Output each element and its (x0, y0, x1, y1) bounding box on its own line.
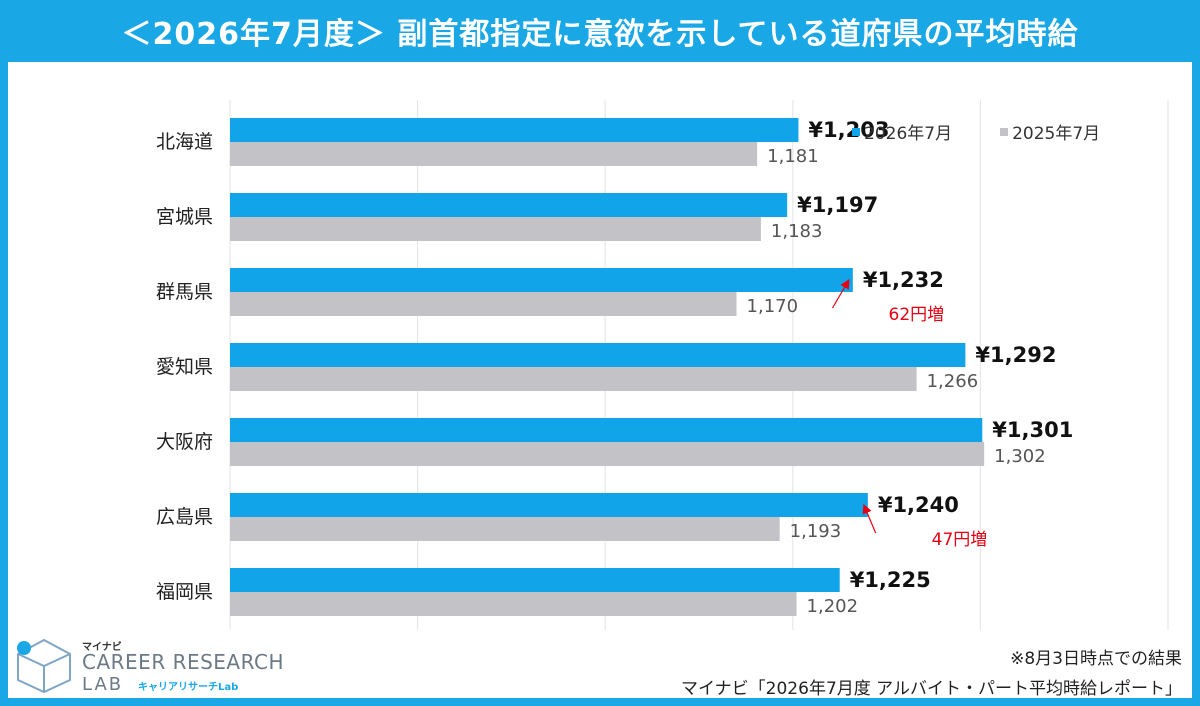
bar-2025 (230, 142, 758, 166)
legend-swatch-2026 (852, 127, 860, 136)
logo-brand-small: マイナビ (82, 642, 122, 653)
data-label-2025: 1,183 (771, 221, 823, 242)
logo-lab-text: LAB (82, 674, 124, 695)
chart-title: ＜2026年7月度＞ 副首都指定に意欲を示している道府県の平均時給 (0, 0, 1200, 62)
footnote: ※8月3日時点での結果 (1010, 649, 1182, 669)
bar-2025 (230, 217, 761, 241)
category-label: 大阪府 (156, 431, 213, 453)
increase-arrow (862, 503, 877, 534)
legend-item-2026: 2026年7月 (852, 119, 952, 144)
increase-annotation: 47円増 (932, 530, 988, 550)
category-label: 愛知県 (156, 356, 213, 378)
data-label-2026: ¥1,225 (850, 568, 931, 592)
logo-kana-text: キャリアリサーチLab (138, 682, 239, 693)
bar-chart: 北海道 ¥1,203 1,181 宮城県 ¥1,197 1,183 群馬県 ¥1,232 1,1… (156, 100, 1169, 630)
career-research-lab-logo: マイナビ CAREER RESEARCH LAB キャリアリサーチLab (12, 636, 302, 696)
legend-item-2025: 2025年7月 (1000, 119, 1100, 144)
legend-label-2026: 2026年7月 (864, 124, 953, 144)
category-label: 宮城県 (156, 206, 213, 228)
category-label: 北海道 (156, 131, 213, 153)
bar-2025 (230, 292, 737, 316)
data-label-2026: ¥1,203 (808, 118, 889, 142)
cube-logo-icon (17, 638, 71, 694)
bar-2026 (230, 493, 868, 517)
data-label-2025: 1,181 (767, 146, 819, 167)
legend: 2026年7月 2025年7月 (852, 119, 1100, 144)
bar-2025 (230, 592, 797, 616)
data-label-2026: ¥1,197 (797, 193, 878, 217)
bar-2026 (230, 343, 966, 367)
bar-2025 (230, 517, 780, 541)
data-label-2025: 1,202 (807, 596, 859, 617)
logo-main-text: CAREER RESEARCH (82, 650, 285, 674)
bar-2026 (230, 418, 983, 442)
bar-2026 (230, 193, 788, 217)
legend-swatch-2025 (1000, 127, 1009, 136)
data-label-2026: ¥1,232 (863, 268, 944, 292)
bar-2026 (230, 118, 799, 142)
category-label: 広島県 (156, 506, 213, 528)
category-label: 福岡県 (156, 581, 213, 603)
data-label-2025: 1,193 (790, 521, 842, 542)
bar-2025 (230, 367, 917, 391)
increase-arrow (832, 278, 850, 309)
category-label: 群馬県 (156, 281, 213, 303)
data-label-2025: 1,302 (994, 446, 1046, 467)
data-label-2026: ¥1,240 (878, 493, 959, 517)
data-label-2026: ¥1,292 (975, 343, 1056, 367)
legend-label-2025: 2025年7月 (1012, 124, 1101, 144)
bar-2026 (230, 268, 853, 292)
source-note: マイナビ「2026年7月度 アルバイト・パート平均時給レポート」 (681, 679, 1182, 699)
bar-2026 (230, 568, 840, 592)
data-label-2025: 1,170 (747, 296, 799, 317)
increase-annotation: 62円増 (889, 305, 945, 325)
data-label-2025: 1,266 (927, 371, 979, 392)
bar-2025 (230, 442, 985, 466)
data-label-2026: ¥1,301 (992, 418, 1073, 442)
